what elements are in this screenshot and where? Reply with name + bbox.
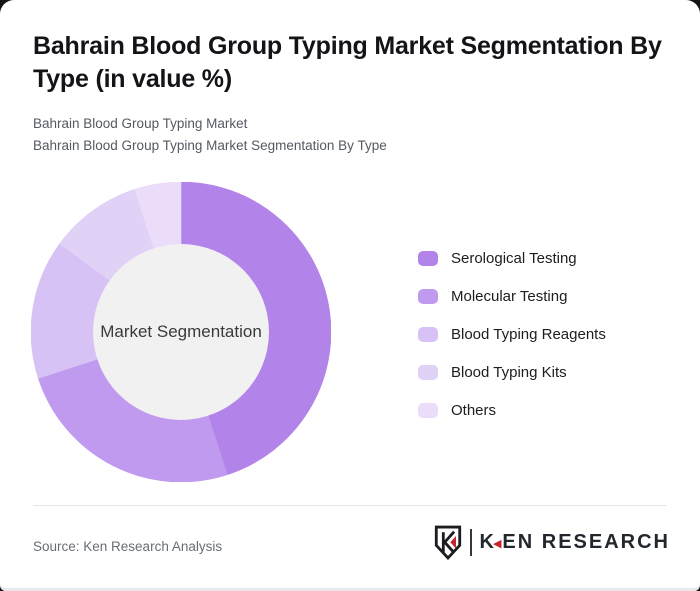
source-text: Source: Ken Research Analysis [33,539,223,554]
legend-swatch [418,251,438,266]
logo-wordmark-rest: EN RESEARCH [502,530,670,553]
donut-hole [93,244,269,420]
legend-label: Blood Typing Reagents [451,326,606,343]
donut-svg [31,182,331,482]
legend-swatch [418,327,438,342]
chart-subtitle: Bahrain Blood Group Typing Market Bahrai… [33,113,387,156]
legend-item-blood-typing-reagents: Blood Typing Reagents [418,326,606,343]
ken-research-logo: K◀EN RESEARCH [433,524,671,560]
page-title: Bahrain Blood Group Typing Market Segmen… [33,32,662,93]
legend-label: Blood Typing Kits [451,364,567,381]
legend-label: Others [451,402,497,419]
legend-label: Molecular Testing [451,288,568,305]
donut-chart: Market Segmentation [31,182,331,482]
legend-item-serological-testing: Serological Testing [418,250,606,267]
legend-item-blood-typing-kits: Blood Typing Kits [418,364,606,381]
legend-item-molecular-testing: Molecular Testing [418,288,606,305]
legend-swatch [418,403,438,418]
logo-red-triangle-icon: ◀ [492,537,504,550]
legend-swatch [418,365,438,380]
legend-label: Serological Testing [451,250,577,267]
subtitle-line-1: Bahrain Blood Group Typing Market [33,116,248,131]
logo-wordmark-k: K [479,530,496,553]
legend-swatch [418,289,438,304]
logo-divider-bar [469,528,472,556]
logo-wordmark: K◀EN RESEARCH [480,531,671,554]
chart-legend: Serological Testing Molecular Testing Bl… [418,250,606,441]
subtitle-line-2: Bahrain Blood Group Typing Market Segmen… [33,137,387,153]
footer-divider [33,505,667,506]
ken-research-shield-icon [434,525,461,560]
legend-item-others: Others [418,402,606,419]
